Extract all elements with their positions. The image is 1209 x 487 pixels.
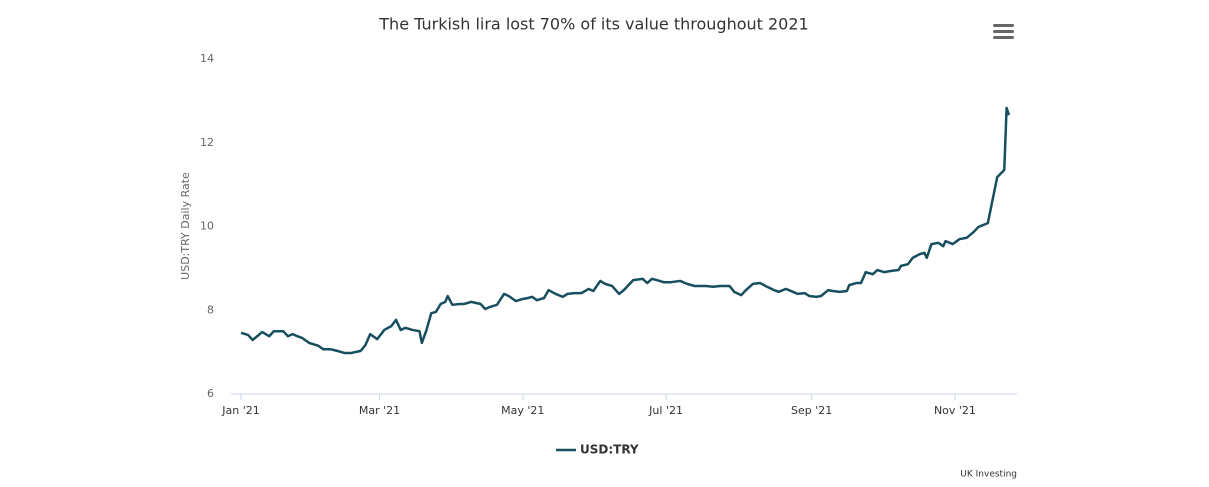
y-tick-label: 10 bbox=[200, 220, 214, 233]
x-tick-label: Nov '21 bbox=[934, 404, 976, 417]
menu-button[interactable] bbox=[993, 24, 1014, 39]
x-tick-label: Jul '21 bbox=[648, 404, 683, 417]
x-tick-label: Mar '21 bbox=[359, 404, 400, 417]
menu-bar bbox=[993, 36, 1014, 39]
x-tick-label: Sep '21 bbox=[791, 404, 832, 417]
x-tick-label: Jan '21 bbox=[221, 404, 259, 417]
legend-text[interactable]: USD:TRY bbox=[580, 443, 639, 457]
x-tick-label: May '21 bbox=[501, 404, 544, 417]
y-tick-label: 12 bbox=[200, 136, 214, 149]
y-tick-label: 14 bbox=[200, 52, 214, 65]
y-tick-label: 8 bbox=[207, 303, 214, 316]
credit: UK Investing bbox=[960, 470, 1017, 480]
menu-bar bbox=[993, 24, 1014, 27]
y-axis-title: USD:TRY Daily Rate bbox=[179, 172, 192, 280]
chart-title: The Turkish lira lost 70% of its value t… bbox=[378, 15, 808, 34]
data-line bbox=[240, 106, 1011, 355]
menu-bar bbox=[993, 30, 1014, 33]
y-tick-label: 6 bbox=[207, 387, 214, 400]
